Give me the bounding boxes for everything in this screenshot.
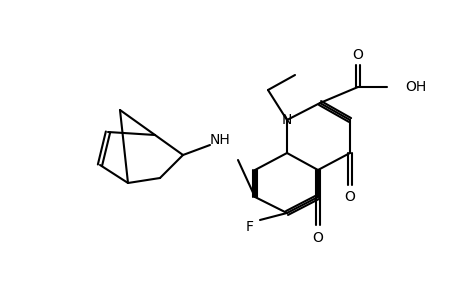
Text: O: O: [352, 48, 363, 62]
Text: N: N: [281, 113, 291, 127]
Text: O: O: [344, 190, 355, 204]
Text: O: O: [312, 231, 323, 245]
Text: NH: NH: [209, 133, 230, 147]
Text: F: F: [246, 220, 253, 234]
Text: OH: OH: [404, 80, 425, 94]
